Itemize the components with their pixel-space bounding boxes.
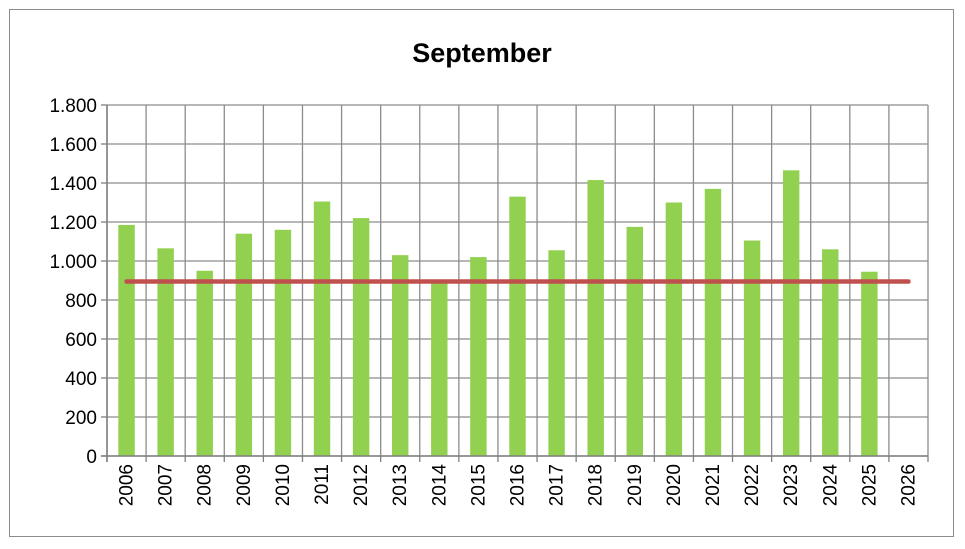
y-tick-label: 800 xyxy=(65,291,97,312)
y-tick-label: 1.200 xyxy=(49,213,97,234)
bar-2022 xyxy=(743,240,761,456)
x-axis-ticks: 2006 2007 2008 2009 2010 2011 2012 2013 2014 2015… xyxy=(117,464,920,507)
y-tick-label: 400 xyxy=(65,369,97,390)
bar-2021 xyxy=(704,188,722,456)
bar-2024 xyxy=(822,249,839,456)
bar-2012 xyxy=(352,218,370,456)
x-tick-label: 2014 xyxy=(429,464,450,507)
x-tick-label: 2008 xyxy=(195,464,216,506)
bar-2009 xyxy=(235,233,253,456)
bar-2016 xyxy=(509,196,526,456)
x-tick-label: 2015 xyxy=(468,464,489,506)
x-tick-label: 2016 xyxy=(508,464,529,506)
bar-2019 xyxy=(626,226,643,456)
y-tick-label: 1.800 xyxy=(49,96,97,117)
bar-2013 xyxy=(392,255,409,456)
y-tick-label: 1.000 xyxy=(49,252,97,273)
y-tick-label: 1.600 xyxy=(49,135,97,156)
bar-2011 xyxy=(313,201,331,456)
x-tick-label: 2021 xyxy=(703,464,724,506)
y-tick-label: 1.400 xyxy=(49,174,97,195)
axes xyxy=(101,104,929,462)
y-axis-ticks: 0 200 400 600 800 1.000 1.200 1.400 1.600 1.800 xyxy=(49,96,97,468)
bar-2014 xyxy=(431,281,448,456)
bar-2025 xyxy=(861,271,878,456)
x-tick-label: 2017 xyxy=(547,464,568,506)
x-tick-label: 2009 xyxy=(234,464,255,506)
chart-title: September xyxy=(412,38,552,68)
bar-2023 xyxy=(782,170,800,456)
x-tick-label: 2006 xyxy=(117,464,138,506)
bars xyxy=(118,170,878,456)
x-tick-label: 2024 xyxy=(820,464,841,507)
x-tick-label: 2012 xyxy=(351,464,372,506)
x-tick-label: 2011 xyxy=(312,464,333,505)
bar-2007 xyxy=(157,248,174,456)
x-tick-label: 2010 xyxy=(273,464,294,506)
bar-2015 xyxy=(470,257,487,456)
bar-2010 xyxy=(274,229,292,456)
x-tick-label: 2026 xyxy=(898,464,919,506)
x-tick-label: 2019 xyxy=(625,464,646,506)
x-tick-label: 2023 xyxy=(781,464,802,506)
bar-2008 xyxy=(196,270,213,456)
x-tick-label: 2007 xyxy=(156,464,177,506)
x-tick-label: 2018 xyxy=(586,464,607,506)
x-tick-label: 2020 xyxy=(664,464,685,506)
y-tick-label: 600 xyxy=(65,330,97,351)
bar-2017 xyxy=(548,250,565,456)
x-tick-label: 2022 xyxy=(742,464,763,506)
bar-2018 xyxy=(587,180,604,456)
y-tick-label: 0 xyxy=(86,447,97,468)
x-tick-label: 2013 xyxy=(390,464,411,506)
y-tick-label: 200 xyxy=(65,408,97,429)
bar-2006 xyxy=(118,224,135,456)
x-tick-label: 2025 xyxy=(859,464,880,506)
bar-2020 xyxy=(665,202,683,456)
